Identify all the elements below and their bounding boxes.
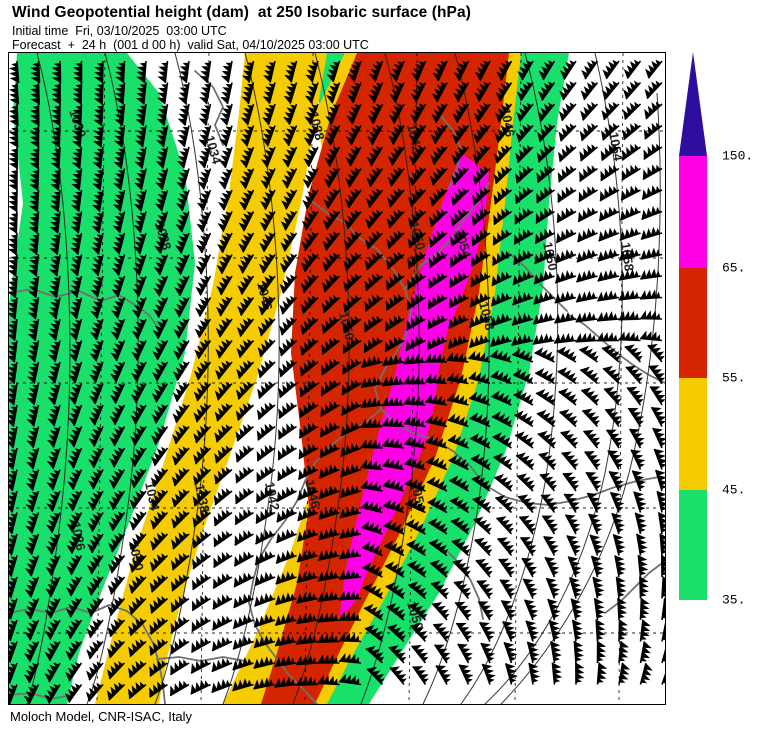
colorbar-tick-label: 65. [722,260,746,276]
colorbar-segment-45-55[interactable] [679,378,707,490]
svg-text:1042: 1042 [262,481,283,512]
page-title: Wind Geopotential height (dam) at 250 Is… [12,4,471,21]
model-credit: Moloch Model, CNR-ISAC, Italy [10,709,193,724]
weather-map[interactable]: 1030 1034 1038 1042 1046 1034 1038 1042 … [8,52,666,705]
colorbar-tick-label: 55. [722,370,746,386]
colorbar-tick-label: 35. [722,592,746,608]
colorbar-segment-65-150[interactable] [679,156,707,268]
forecast-validity-label: Forecast + 24 h (001 d 00 h) valid Sat, … [12,38,369,52]
map-canvas: 1030 1034 1038 1042 1046 1034 1038 1042 … [9,53,665,704]
initial-time-label: Initial time Fri, 03/10/2025 03:00 UTC [12,24,227,38]
colorbar-over-arrow [679,52,707,156]
colorbar-segment-35-45[interactable] [679,490,707,600]
colorbar[interactable] [679,156,707,600]
svg-text:1050: 1050 [336,310,358,342]
colorbar-tick-label: 45. [722,482,746,498]
chart-header: Wind Geopotential height (dam) at 250 Is… [0,0,760,52]
colorbar-tick-label: 150. [722,148,754,164]
speed-band-magenta [339,153,489,619]
svg-text:1034: 1034 [142,481,163,513]
colorbar-segment-55-65[interactable] [679,268,707,378]
